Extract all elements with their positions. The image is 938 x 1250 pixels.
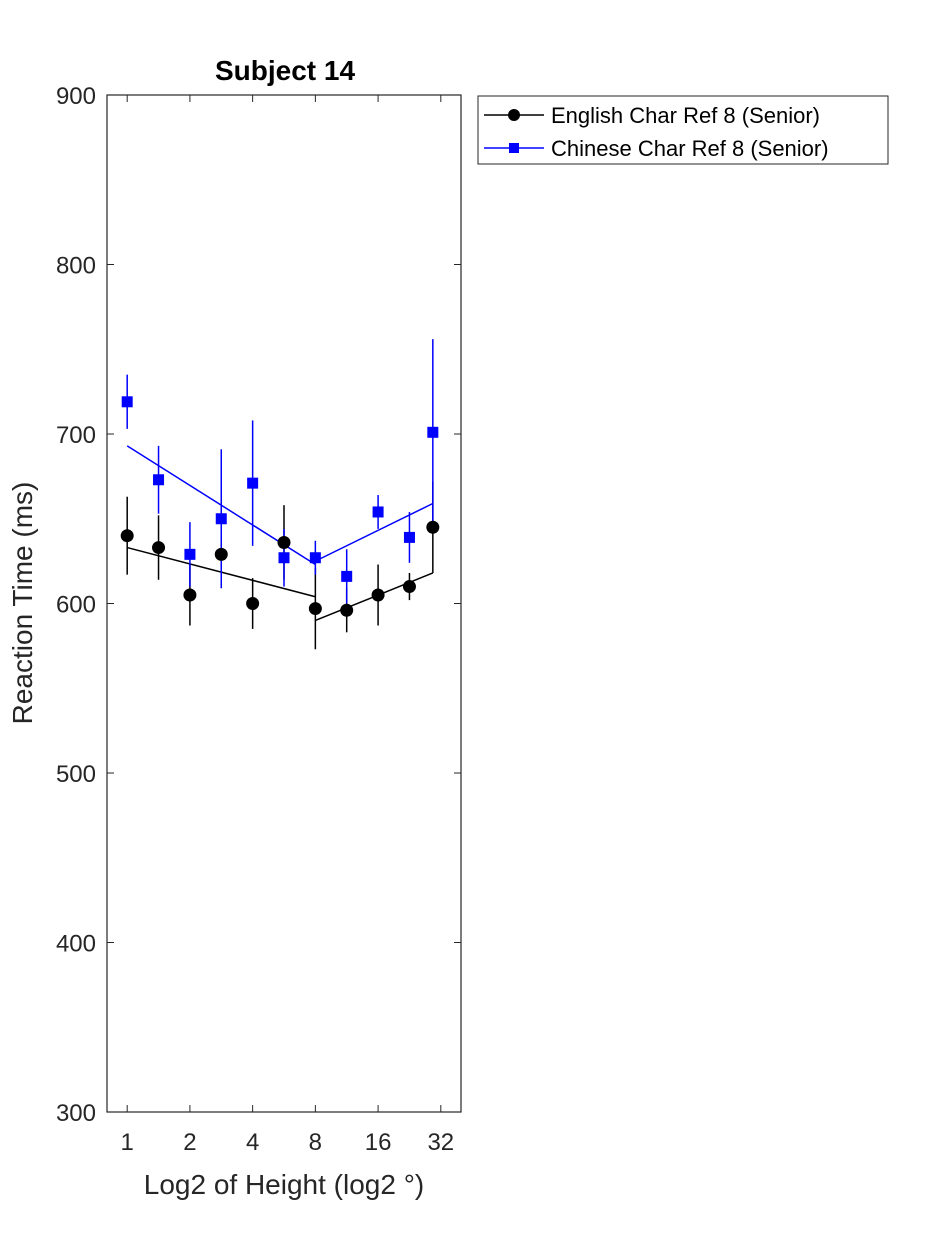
axis-ticks: 1 2 4 8 16 32 300 400 500 600 700 800 900 [56,83,461,1156]
y-tick-label: 300 [56,1100,96,1127]
x-tick-label: 1 [121,1129,134,1156]
data-point-series-0 [183,588,197,602]
data-point-series-0 [340,603,354,617]
data-point-series-0 [402,580,416,594]
y-tick-label: 400 [56,931,96,958]
x-tick-label: 32 [427,1129,454,1156]
chart-title: Subject 14 [215,55,355,86]
data-point-series-1 [215,513,227,525]
legend: English Char Ref 8 (Senior) Chinese Char… [477,95,889,165]
data-point-series-0 [371,588,385,602]
data-point-series-0 [214,547,228,561]
fit-line-series-1 [315,502,434,562]
data-point-series-1 [153,474,165,486]
data-point-series-0 [426,520,440,534]
data-point-series-0 [152,541,166,555]
data-point-series-1 [278,552,290,564]
data-point-series-1 [341,570,353,582]
legend-marker-english [508,109,520,121]
legend-label-chinese: Chinese Char Ref 8 (Senior) [551,136,829,161]
y-tick-label: 800 [56,253,96,280]
legend-marker-chinese [509,143,519,153]
x-tick-label: 4 [246,1129,259,1156]
y-tick-label: 700 [56,422,96,449]
x-axis-label: Log2 of Height (log2 °) [144,1169,424,1200]
data-point-series-0 [246,597,260,610]
x-tick-label: 16 [365,1129,392,1156]
data-point-series-1 [247,477,259,489]
data-point-series-1 [427,426,439,438]
data-point-series-0 [120,529,134,543]
axes-box [106,94,462,1113]
data-point-series-0 [308,602,322,616]
data-point-series-1 [121,396,133,408]
data-point-series-0 [277,535,291,549]
plot-area: 1 2 4 8 16 32 300 400 500 600 700 800 900 [56,83,462,1156]
y-axis-label: Reaction Time (ms) [7,482,38,725]
data-point-series-1 [403,531,415,543]
y-tick-label: 900 [56,83,96,110]
data-point-series-1 [309,552,321,564]
x-tick-label: 2 [183,1129,196,1156]
x-tick-label: 8 [309,1129,322,1156]
data-point-series-1 [184,548,196,560]
y-tick-label: 500 [56,761,96,788]
data-markers [120,396,440,617]
data-point-series-1 [372,506,384,518]
legend-box [477,95,889,165]
legend-label-english: English Char Ref 8 (Senior) [551,103,820,128]
y-tick-label: 600 [56,592,96,619]
